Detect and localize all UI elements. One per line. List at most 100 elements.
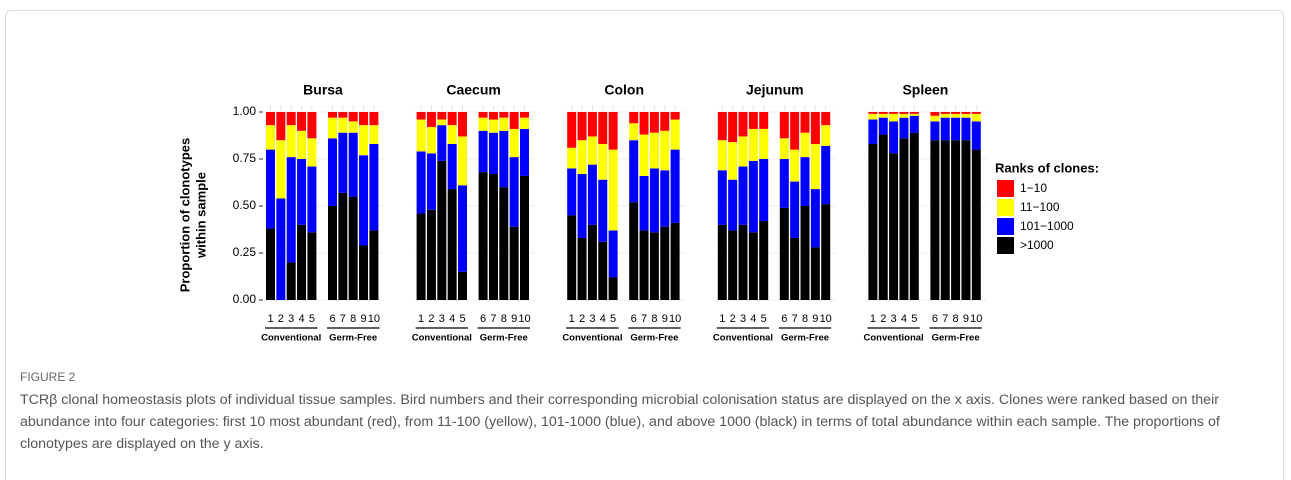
y-tick-label: 0.50 xyxy=(233,198,257,212)
bar-segment xyxy=(717,224,727,300)
bar-segment xyxy=(348,196,358,300)
bar-segment xyxy=(520,117,529,129)
bar-segment xyxy=(416,112,426,120)
facet-title: Jejunum xyxy=(746,82,804,98)
bar-segment xyxy=(779,112,789,139)
bar-segment xyxy=(670,112,680,120)
x-tick-label: 8 xyxy=(501,313,507,325)
bar-segment xyxy=(426,209,436,300)
bar-segment xyxy=(447,125,457,144)
bar-segment xyxy=(509,157,519,227)
bar-segment xyxy=(416,151,426,214)
bar-segment xyxy=(447,189,457,300)
legend-label: 101−1000 xyxy=(1020,219,1074,233)
bar-segment xyxy=(899,113,909,118)
group-label: Conventional xyxy=(412,333,472,344)
bar-segment xyxy=(437,125,447,161)
bar-segment xyxy=(878,117,888,135)
bar-segment xyxy=(266,125,275,150)
bar-segment xyxy=(587,112,597,137)
x-tick-label: 7 xyxy=(942,313,948,325)
bar-segment xyxy=(577,140,587,175)
x-tick-label: 9 xyxy=(963,313,969,325)
x-tick-label: 10 xyxy=(669,313,681,325)
bar-segment xyxy=(889,112,899,114)
bar-segment xyxy=(930,115,940,122)
bar-segment xyxy=(307,232,317,300)
bar-segment xyxy=(577,237,587,300)
bar-segment xyxy=(276,198,286,300)
chart: Proportion of clonotypes within sample R… xyxy=(177,82,1099,344)
x-tick-label: 8 xyxy=(802,313,808,325)
bar-segment xyxy=(889,113,899,122)
bar-segment xyxy=(899,138,909,300)
x-tick-label: 4 xyxy=(449,313,455,325)
bar-segment xyxy=(509,226,519,300)
bar-segment xyxy=(276,140,286,199)
bar-segment xyxy=(961,117,971,141)
bar-segment xyxy=(868,143,878,300)
bar-segment xyxy=(821,145,831,205)
x-tick-label: 7 xyxy=(792,313,798,325)
bar-segment xyxy=(478,117,488,131)
bar-segment xyxy=(810,112,820,144)
bar-segment xyxy=(286,157,296,263)
bar-segment xyxy=(359,112,369,126)
bar-segment xyxy=(728,179,738,231)
bar-segment xyxy=(748,160,758,233)
bar-segment xyxy=(649,232,659,300)
bar-segment xyxy=(286,112,296,126)
bar-segment xyxy=(971,113,981,122)
bar-segment xyxy=(297,224,307,300)
bar-segment xyxy=(670,222,680,300)
bar-segment xyxy=(338,192,348,300)
bar-segment xyxy=(961,140,971,300)
bar-segment xyxy=(458,136,467,186)
x-tick-label: 3 xyxy=(288,313,294,325)
legend-swatch xyxy=(997,180,1014,197)
bar-segment xyxy=(629,202,639,300)
x-tick-label: 2 xyxy=(579,313,585,325)
bar-segment xyxy=(649,168,659,233)
bar-segment xyxy=(800,132,810,158)
x-tick-label: 4 xyxy=(298,313,304,325)
x-tick-label: 1 xyxy=(870,313,876,325)
bar-segment xyxy=(416,119,426,152)
bar-segment xyxy=(909,112,919,114)
x-tick-label: 7 xyxy=(641,313,647,325)
figure-frame xyxy=(5,10,1284,480)
bar-segment xyxy=(961,112,971,114)
group-label: Conventional xyxy=(864,333,924,344)
bar-segment xyxy=(868,119,878,144)
bar-segment xyxy=(567,112,577,148)
bar-segment xyxy=(307,112,317,139)
bar-segment xyxy=(930,112,940,116)
bar-segment xyxy=(509,128,519,158)
bar-segment xyxy=(909,115,919,133)
bar-segment xyxy=(266,112,275,126)
group-label: Germ-Free xyxy=(932,333,980,344)
facet-title: Bursa xyxy=(303,82,343,98)
bar-segment xyxy=(930,140,940,300)
bar-segment xyxy=(971,121,981,150)
bar-segment xyxy=(800,157,810,206)
bar-segment xyxy=(649,112,659,133)
bar-segment xyxy=(779,138,789,159)
group-label: Germ-Free xyxy=(781,333,829,344)
bar-segment xyxy=(266,228,275,300)
bar-segment xyxy=(426,112,436,128)
bar-segment xyxy=(458,112,467,137)
bar-segment xyxy=(426,127,436,154)
x-tick-label: 9 xyxy=(511,313,517,325)
figure-caption: TCRβ clonal homeostasis plots of individ… xyxy=(20,392,1220,452)
bar-segment xyxy=(629,140,639,203)
x-tick-label: 9 xyxy=(812,313,818,325)
facet-title: Colon xyxy=(604,82,644,98)
x-tick-label: 2 xyxy=(730,313,736,325)
y-tick-label: 1.00 xyxy=(233,104,257,118)
y-tick-label: 0.25 xyxy=(233,245,257,259)
bar-segment xyxy=(810,189,820,248)
bar-segment xyxy=(951,112,961,114)
bar-segment xyxy=(738,136,748,167)
bar-segment xyxy=(499,112,509,118)
